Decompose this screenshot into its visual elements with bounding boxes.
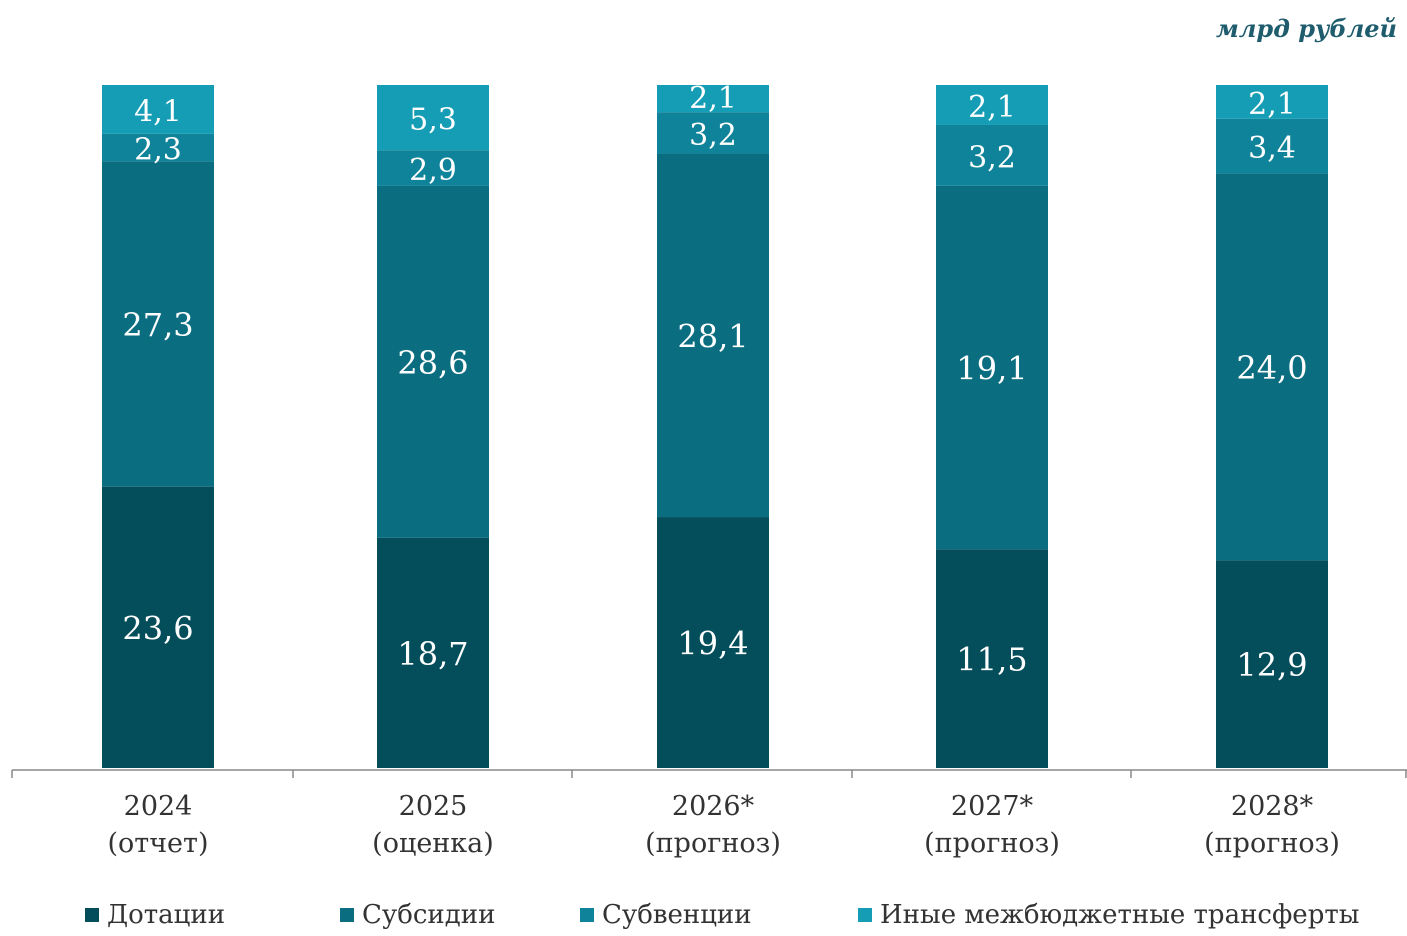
bar-segment xyxy=(1216,85,1328,119)
legend-item: Субсидии xyxy=(340,900,495,930)
bar-segment xyxy=(102,133,214,162)
data-label: 28,1 xyxy=(677,317,748,355)
bar-segment xyxy=(102,85,214,134)
data-label: 18,7 xyxy=(397,635,468,673)
data-label: 2,3 xyxy=(134,133,182,168)
bar-segment xyxy=(102,161,214,487)
data-label: 12,9 xyxy=(1236,646,1307,684)
data-label: 19,4 xyxy=(677,625,748,663)
bar-segment xyxy=(1216,560,1328,768)
legend-swatch xyxy=(858,908,872,922)
x-tick-label: 2026* xyxy=(672,791,755,822)
bar-segment xyxy=(377,537,489,768)
legend-label: Дотации xyxy=(107,900,226,930)
data-label: 5,3 xyxy=(409,103,457,138)
data-label: 3,4 xyxy=(1248,131,1296,166)
x-tick-label: 2025 xyxy=(399,791,468,822)
bar-segment xyxy=(657,517,769,768)
x-tick-sublabel: (отчет) xyxy=(107,828,208,859)
legend: Дотации Субсидии Субвенции Иные межбюджетны… xyxy=(0,900,1407,936)
legend-item: Субвенции xyxy=(580,900,752,930)
x-tick-sublabel: (прогноз) xyxy=(924,828,1060,859)
legend-item: Иные межбюджетные трансферты xyxy=(858,900,1359,930)
legend-label: Иные межбюджетные трансферты xyxy=(880,900,1360,930)
bar-segment xyxy=(657,153,769,518)
data-label: 3,2 xyxy=(689,118,737,153)
data-label: 11,5 xyxy=(956,641,1027,679)
x-tick-label: 2027* xyxy=(951,791,1034,822)
bar-segment xyxy=(377,185,489,538)
data-label: 3,2 xyxy=(968,140,1016,175)
bar-segment xyxy=(657,85,769,113)
legend-label: Субсидии xyxy=(362,900,496,930)
bar-segment xyxy=(936,124,1048,186)
data-label: 2,1 xyxy=(1248,87,1296,122)
bar-segment xyxy=(1216,173,1328,561)
x-tick-sublabel: (оценка) xyxy=(372,828,494,859)
legend-swatch xyxy=(85,908,99,922)
bar-segment xyxy=(657,112,769,154)
data-label: 19,1 xyxy=(956,350,1027,388)
bar-segment xyxy=(936,549,1048,768)
x-tick-label: 2028* xyxy=(1231,791,1314,822)
chart-plot: 23,627,32,34,118,728,62,95,319,428,13,22… xyxy=(11,81,1407,859)
x-tick-label: 2024 xyxy=(124,791,193,822)
bar-segment xyxy=(936,185,1048,550)
x-tick-sublabel: (прогноз) xyxy=(645,828,781,859)
data-label: 27,3 xyxy=(122,306,193,344)
data-label: 2,9 xyxy=(409,153,457,188)
data-label: 2,1 xyxy=(968,90,1016,125)
legend-label: Субвенции xyxy=(602,900,752,930)
bar-segment xyxy=(936,85,1048,125)
legend-swatch xyxy=(580,908,594,922)
data-label: 2,1 xyxy=(689,81,737,116)
data-label: 24,0 xyxy=(1236,349,1307,387)
legend-item: Дотации xyxy=(85,900,225,930)
bar-segment xyxy=(1216,118,1328,174)
bar-segment xyxy=(377,150,489,186)
legend-swatch xyxy=(340,908,354,922)
bar-segment xyxy=(377,85,489,151)
data-label: 4,1 xyxy=(134,94,182,129)
x-tick-sublabel: (прогноз) xyxy=(1204,828,1340,859)
data-label: 28,6 xyxy=(397,344,468,382)
unit-label: млрд рублей xyxy=(1216,14,1397,43)
data-label: 23,6 xyxy=(122,609,193,647)
bar-segment xyxy=(102,486,214,768)
